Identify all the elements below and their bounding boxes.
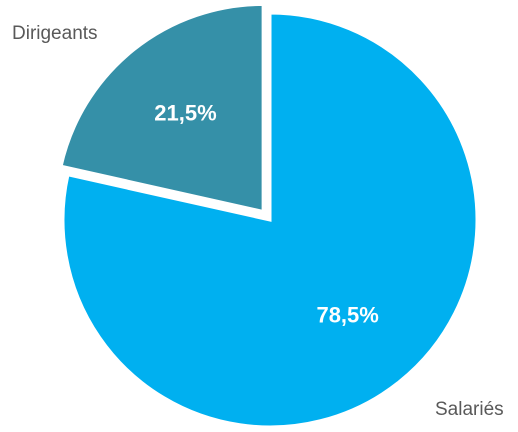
pie-slice bbox=[59, 2, 265, 214]
data-label: 78,5% bbox=[316, 303, 378, 328]
data-label: 21,5% bbox=[154, 100, 216, 125]
category-label: Dirigeants bbox=[12, 23, 98, 44]
category-label: Salariés bbox=[435, 399, 504, 420]
pie-slice bbox=[61, 11, 479, 429]
